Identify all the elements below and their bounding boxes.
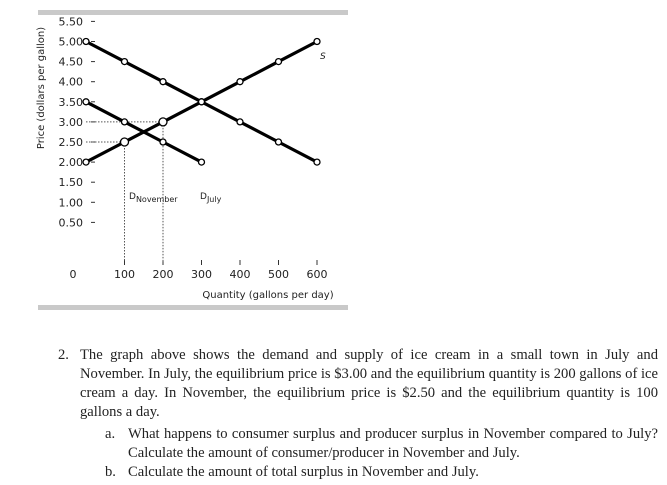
demand-november-curve-point-3 bbox=[197, 158, 206, 166]
demand-november-sub: November bbox=[136, 195, 178, 204]
x-tick-label-2: 300 bbox=[191, 268, 212, 281]
demand-november-label: DNovember bbox=[129, 192, 178, 204]
part-b-text: Calculate the amount of total surplus in… bbox=[128, 464, 479, 480]
supply-curve-point-4 bbox=[236, 78, 244, 86]
demand-july-curve-point-0 bbox=[82, 37, 90, 46]
supply-label: S bbox=[320, 52, 326, 62]
x-axis-ticks: 0 100 200 300 400 500 600 bbox=[70, 260, 328, 281]
question-text: The graph above shows the demand and sup… bbox=[80, 347, 658, 420]
demand-july-curve-point-1 bbox=[120, 57, 129, 66]
y-tick-label-1: 1.00 bbox=[59, 196, 84, 209]
demand-july-curve-point-5 bbox=[274, 138, 283, 146]
supply-demand-chart: Price (dollars per gallon) 0.50 1.00 1.50 2… bbox=[36, 15, 334, 301]
part-b-letter: b. bbox=[105, 464, 116, 480]
demand-november-curve-point-1 bbox=[120, 118, 129, 126]
demand-november-curve-point-0 bbox=[82, 98, 90, 106]
y-axis-label: Price (dollars per gallon) bbox=[36, 27, 47, 149]
demand-november-curve bbox=[85, 100, 203, 164]
curve-markers bbox=[82, 37, 321, 166]
y-tick-label-4: 2.50 bbox=[59, 136, 84, 149]
demand-july-curve-point-2 bbox=[159, 78, 167, 86]
y-tick-label-0: 0.50 bbox=[59, 216, 84, 229]
x-tick-label-4: 500 bbox=[268, 268, 289, 281]
demand-july-main: D bbox=[200, 192, 207, 202]
bottom-divider bbox=[38, 305, 348, 310]
x-tick-label-origin: 0 bbox=[70, 268, 77, 281]
question-number: 2. bbox=[58, 347, 69, 363]
x-tick-label-0: 100 bbox=[114, 268, 135, 281]
demand-july-curve-point-6 bbox=[313, 158, 321, 166]
demand-july-curve-point-3 bbox=[197, 98, 206, 106]
x-tick-label-1: 200 bbox=[153, 268, 174, 281]
y-tick-label-5: 3.00 bbox=[59, 116, 84, 129]
x-tick-label-5: 600 bbox=[307, 268, 328, 281]
x-axis-label: Quantity (gallons per day) bbox=[202, 290, 333, 301]
demand-november-main: D bbox=[129, 192, 136, 202]
y-tick-label-2: 1.50 bbox=[59, 176, 84, 189]
part-a-letter: a. bbox=[105, 426, 116, 442]
y-axis-ticks: 0.50 1.00 1.50 2.00 2.50 3.00 3.50 4.00 4.50 5.00… bbox=[59, 15, 95, 229]
equilibrium-guides bbox=[86, 121, 164, 262]
y-tick-label-6: 3.50 bbox=[59, 96, 84, 109]
y-tick-label-3: 2.00 bbox=[59, 156, 84, 169]
demand-july-sub: July bbox=[206, 195, 222, 204]
top-divider bbox=[38, 10, 348, 15]
y-tick-label-8: 4.50 bbox=[59, 56, 84, 69]
supply-curve-point-1 bbox=[119, 137, 130, 147]
x-tick-label-3: 400 bbox=[230, 268, 251, 281]
y-tick-label-9: 5.00 bbox=[59, 36, 84, 49]
demand-july-curve-point-4 bbox=[236, 118, 244, 126]
supply-curve-point-5 bbox=[274, 57, 283, 66]
part-a-text: What happens to consumer surplus and pro… bbox=[128, 426, 658, 461]
y-tick-label-10: 5.50 bbox=[59, 15, 84, 28]
supply-curve-point-6 bbox=[313, 37, 321, 46]
y-tick-label-7: 4.00 bbox=[59, 76, 84, 89]
demand-november-curve-point-2 bbox=[159, 138, 167, 146]
supply-curve-point-0 bbox=[82, 158, 90, 166]
demand-july-label: DJuly bbox=[200, 192, 222, 204]
supply-curve-point-2 bbox=[158, 117, 168, 127]
